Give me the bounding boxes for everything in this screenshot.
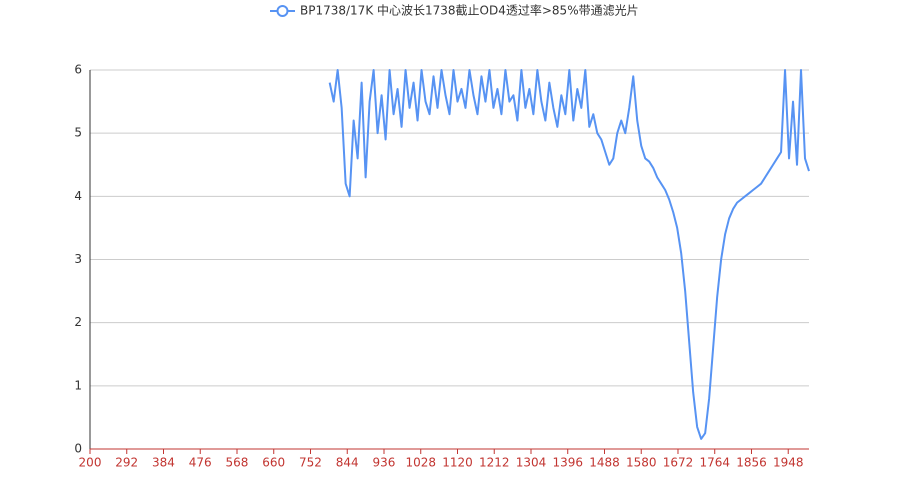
x-tick-label: 1396 xyxy=(552,456,583,470)
x-tick-label: 292 xyxy=(115,456,138,470)
x-tick-label: 1304 xyxy=(516,456,547,470)
y-tick-label: 1 xyxy=(74,378,82,392)
x-tick-label: 936 xyxy=(373,456,396,470)
y-tick-label: 5 xyxy=(74,126,82,140)
y-tick-label: 0 xyxy=(74,442,82,456)
x-tick-label: 568 xyxy=(226,456,249,470)
x-tick-label: 1212 xyxy=(479,456,510,470)
y-tick-label: 4 xyxy=(74,189,82,203)
x-tick-label: 752 xyxy=(299,456,322,470)
legend[interactable]: BP1738/17K 中心波长1738截止OD4透过率>85%带通滤光片 xyxy=(270,3,639,18)
x-tick-label: 1672 xyxy=(663,456,694,470)
x-tick-label: 844 xyxy=(336,456,359,470)
x-tick-label: 660 xyxy=(262,456,285,470)
x-tick-label: 476 xyxy=(189,456,212,470)
x-tick-label: 1764 xyxy=(699,456,730,470)
x-tick-label: 1028 xyxy=(405,456,436,470)
y-tick-label: 3 xyxy=(74,252,82,266)
x-tick-label: 384 xyxy=(152,456,175,470)
x-tick-label: 1120 xyxy=(442,456,473,470)
legend-symbol xyxy=(276,5,289,17)
data-line xyxy=(328,69,810,440)
x-tick-label: 1580 xyxy=(626,456,657,470)
x-tick-label: 1948 xyxy=(773,456,804,470)
x-tick-label: 1856 xyxy=(736,456,767,470)
x-tick-label: 200 xyxy=(79,456,102,470)
x-tick-label: 1488 xyxy=(589,456,620,470)
y-tick-label: 6 xyxy=(74,63,82,77)
legend-label: BP1738/17K 中心波长1738截止OD4透过率>85%带通滤光片 xyxy=(300,3,639,18)
y-tick-label: 2 xyxy=(74,315,82,329)
